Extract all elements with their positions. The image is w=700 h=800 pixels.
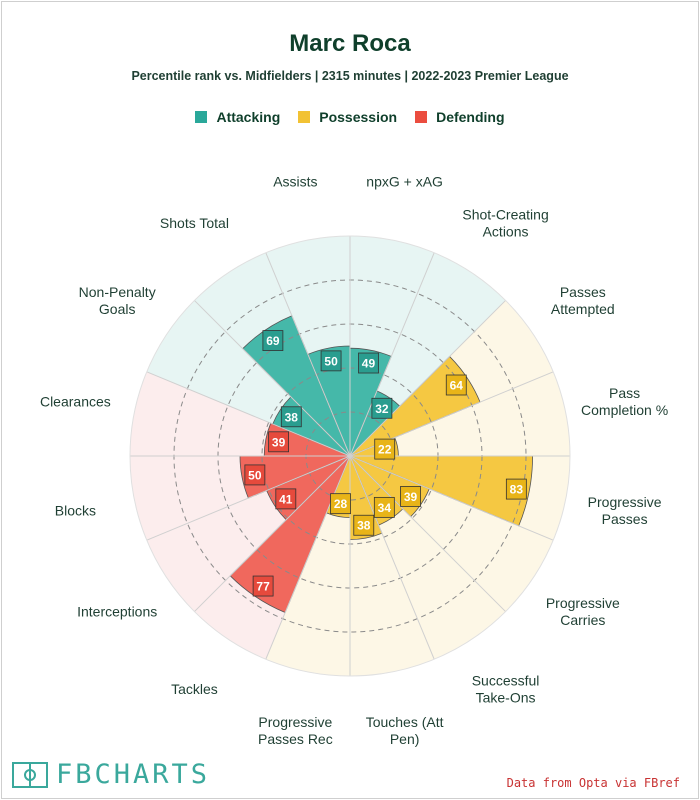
category-label-blocks: Blocks bbox=[55, 503, 96, 519]
legend-item-possession: Possession bbox=[298, 109, 397, 125]
value-label-shots-total: 69 bbox=[266, 334, 280, 348]
value-label-box-successful-take-ons bbox=[373, 496, 395, 518]
value-label-box-progressive-passes bbox=[505, 478, 527, 500]
value-label-box-interceptions bbox=[275, 488, 297, 510]
chart-title: Marc Roca bbox=[289, 30, 411, 57]
category-label-successful-take-ons: Successful Take-Ons bbox=[472, 672, 540, 705]
value-label-assists: 50 bbox=[324, 354, 338, 368]
value-label-box-shot-creating-actions bbox=[371, 397, 393, 419]
value-label-shot-creating-actions: 32 bbox=[375, 402, 389, 416]
legend: Attacking Possession Defending bbox=[0, 109, 700, 125]
value-label-progressive-carries: 39 bbox=[404, 490, 418, 504]
value-label-successful-take-ons: 34 bbox=[378, 501, 392, 515]
value-label-box-progressive-carries bbox=[400, 486, 421, 507]
spoke-line bbox=[265, 252, 351, 457]
spoke-line bbox=[146, 371, 351, 457]
value-label-non-penalty-goals: 38 bbox=[285, 410, 299, 424]
value-label-box-npxg-xag bbox=[358, 352, 379, 374]
value-label-passes-attempted: 64 bbox=[450, 379, 464, 393]
value-label-touches-att-pen: 38 bbox=[357, 519, 371, 533]
value-label-box-pass-completion bbox=[374, 438, 396, 460]
value-label-pass-completion: 22 bbox=[378, 443, 392, 457]
outer-circle bbox=[129, 235, 571, 677]
category-label-interceptions: Interceptions bbox=[77, 604, 157, 620]
category-label-progressive-passes: Progressive Passes bbox=[588, 494, 662, 527]
category-label-progressive-carries: Progressive Carries bbox=[546, 595, 620, 628]
value-label-npxg-xag: 49 bbox=[362, 357, 376, 371]
category-label-progressive-passes-rec: Progressive Passes Rec bbox=[258, 714, 333, 747]
value-label-progressive-passes-rec: 28 bbox=[334, 497, 348, 511]
category-label-touches-att-pen: Touches (Att Pen) bbox=[366, 714, 444, 747]
value-label-box-touches-att-pen bbox=[353, 514, 375, 536]
spoke-line bbox=[349, 455, 506, 612]
category-label-npxg-xag: npxG + xAG bbox=[366, 173, 443, 189]
source-note: Data from Opta via FBref bbox=[506, 776, 680, 790]
category-label-shots-total: Shots Total bbox=[160, 215, 229, 231]
spoke-line bbox=[349, 300, 506, 457]
category-label-clearances: Clearances bbox=[40, 393, 111, 409]
value-label-box-assists bbox=[320, 350, 342, 372]
legend-item-attacking: Attacking bbox=[195, 109, 280, 125]
value-label-box-shots-total bbox=[262, 330, 284, 351]
legend-label-defending: Defending bbox=[436, 109, 505, 125]
value-label-box-progressive-passes-rec bbox=[330, 493, 351, 515]
category-label-shot-creating-actions: Shot-Creating Actions bbox=[462, 207, 548, 240]
value-label-box-clearances bbox=[268, 431, 290, 453]
spoke-line bbox=[265, 455, 351, 660]
value-label-box-passes-attempted bbox=[445, 374, 467, 396]
chart-subtitle: Percentile rank vs. Midfielders | 2315 m… bbox=[131, 69, 569, 83]
value-label-box-blocks bbox=[244, 464, 266, 486]
legend-swatch-defending bbox=[415, 111, 428, 123]
value-label-tackles: 77 bbox=[256, 580, 270, 594]
legend-item-defending: Defending bbox=[415, 109, 505, 125]
pitch-icon bbox=[12, 761, 48, 788]
spoke-line bbox=[194, 300, 351, 457]
value-label-box-non-penalty-goals bbox=[280, 406, 302, 428]
category-label-passes-attempted: Passes Attempted bbox=[551, 284, 615, 317]
spoke-line bbox=[349, 455, 435, 660]
spoke-line bbox=[349, 455, 554, 541]
category-label-tackles: Tackles bbox=[171, 681, 218, 697]
legend-swatch-possession bbox=[298, 111, 311, 123]
legend-label-attacking: Attacking bbox=[216, 109, 281, 125]
logo-text: FBCHARTS bbox=[56, 759, 211, 790]
category-label-assists: Assists bbox=[273, 173, 317, 189]
value-label-progressive-passes: 83 bbox=[510, 483, 524, 497]
legend-swatch-attacking bbox=[195, 111, 208, 123]
spoke-line bbox=[146, 455, 351, 541]
legend-label-possession: Possession bbox=[319, 109, 398, 125]
fbcharts-logo: FBCHARTS bbox=[12, 759, 210, 790]
value-label-box-tackles bbox=[252, 575, 274, 597]
value-label-blocks: 50 bbox=[248, 468, 262, 482]
category-label-pass-completion: Pass Completion % bbox=[581, 385, 668, 418]
spoke-line bbox=[194, 455, 351, 612]
value-label-interceptions: 41 bbox=[279, 492, 293, 506]
value-label-clearances: 39 bbox=[272, 435, 286, 449]
background-wedge-pass-completion bbox=[350, 371, 570, 456]
category-label-non-penalty-goals: Non-Penalty Goals bbox=[79, 284, 156, 317]
spoke-line bbox=[349, 252, 435, 457]
